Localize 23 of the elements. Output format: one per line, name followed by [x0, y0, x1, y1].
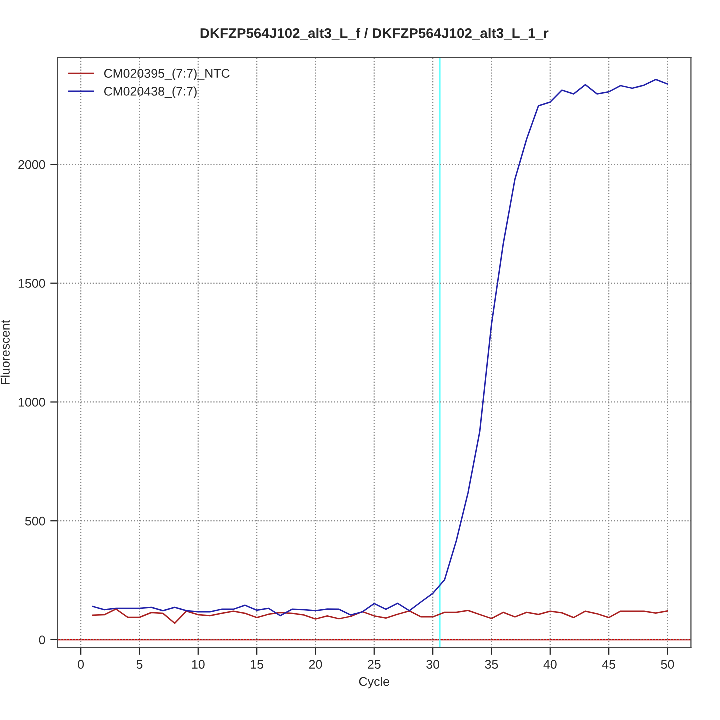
- y-tick-label: 0: [39, 636, 46, 645]
- x-tick-label: 0: [78, 660, 84, 669]
- x-tick-label: 15: [251, 660, 264, 669]
- x-axis-title: Cycle: [359, 677, 390, 689]
- x-tick-label: 10: [192, 660, 205, 669]
- x-tick-label: 45: [602, 660, 616, 669]
- x-tick-label: 50: [661, 660, 674, 669]
- x-tick-label: 40: [544, 660, 557, 669]
- line-series: [92, 79, 668, 617]
- legend-label: CM020395_(7:7)_NTC: [104, 68, 230, 80]
- y-axis-title: Fluorescent: [0, 320, 10, 384]
- legend-label: CM020438_(7:7): [104, 86, 197, 98]
- x-tick-label: 5: [136, 660, 143, 669]
- y-tick-label: 1500: [18, 279, 46, 288]
- y-tick-label: 1000: [18, 398, 46, 407]
- chart-title: DKFZP564J102_alt3_L_f / DKFZP564J102_alt3_L_1_r: [200, 28, 549, 40]
- x-tick-label: 20: [309, 660, 322, 669]
- y-tick-label: 500: [25, 516, 46, 526]
- x-tick-label: 30: [426, 660, 440, 669]
- line-series: [92, 608, 668, 624]
- x-tick-label: 25: [368, 660, 381, 669]
- y-tick-label: 2000: [18, 160, 46, 170]
- x-tick-label: 35: [485, 660, 498, 669]
